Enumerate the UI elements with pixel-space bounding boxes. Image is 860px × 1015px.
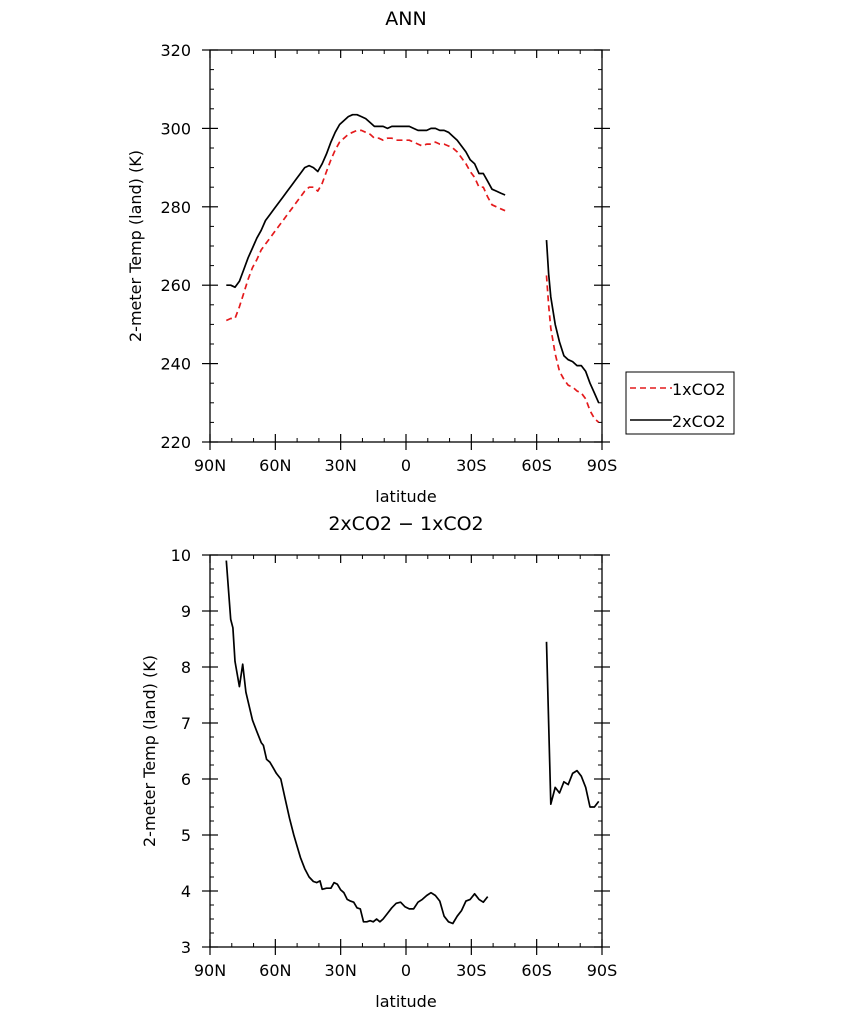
- y-tick-label: 3: [181, 938, 191, 957]
- panel-2-x-axis-label: latitude: [375, 992, 436, 1011]
- x-tick-label: 60S: [521, 961, 552, 980]
- legend: 1xCO2 2xCO2: [625, 371, 735, 435]
- legend-label-2xco2: 2xCO2: [672, 412, 726, 431]
- x-tick-label: 30N: [325, 456, 357, 475]
- x-tick-label: 30S: [456, 961, 487, 980]
- series-line-difference-segment-2: [545, 641, 600, 808]
- panel-1-y-tick-labels: 220 240 260 280 300 320: [160, 41, 191, 452]
- series-line-1xco2-segment-1: [225, 129, 506, 322]
- y-tick-label: 300: [160, 119, 191, 138]
- y-tick-label: 7: [181, 714, 191, 733]
- panel-2-x-tick-labels: 90N 60N 30N 0 30S 60S 90S: [194, 961, 617, 980]
- y-tick-label: 6: [181, 770, 191, 789]
- y-tick-label: 260: [160, 276, 191, 295]
- y-tick-label: 10: [171, 546, 191, 565]
- series-line-1xco2-segment-2: [545, 275, 600, 424]
- x-tick-label: 90S: [587, 961, 618, 980]
- y-tick-label: 4: [181, 882, 191, 901]
- x-tick-label: 90S: [587, 456, 618, 475]
- y-tick-label: 220: [160, 433, 191, 452]
- x-tick-label: 90N: [194, 456, 226, 475]
- x-tick-label: 0: [401, 456, 411, 475]
- panel-1-title: ANN: [385, 8, 426, 30]
- panel-ann: ANN 90N 60N 30N 0 30S 60S 90S 220 240 260 280 300 3…: [126, 8, 735, 506]
- panel-2-series: [225, 560, 600, 925]
- y-tick-label: 9: [181, 602, 191, 621]
- series-line-2xco2-segment-2: [545, 240, 600, 404]
- panel-2-frame: [209, 554, 603, 948]
- x-tick-label: 60N: [259, 456, 291, 475]
- series-line-difference-segment-1: [225, 560, 489, 925]
- panel-1-frame: [209, 49, 603, 443]
- panel-2-title: 2xCO2 − 1xCO2: [328, 513, 483, 535]
- legend-box: [625, 371, 735, 435]
- x-tick-label: 90N: [194, 961, 226, 980]
- panel-1-ticks: [202, 49, 610, 450]
- y-tick-label: 320: [160, 41, 191, 60]
- x-tick-label: 60N: [259, 961, 291, 980]
- panel-diff: 2xCO2 − 1xCO2 90N 60N 30N 0 30S 60S 90S 3 4 5 6 7 8…: [140, 513, 617, 1011]
- panel-1-series: [225, 113, 600, 424]
- panel-2-y-axis-label: 2-meter Temp (land) (K): [140, 655, 159, 847]
- panel-1-y-axis-label: 2-meter Temp (land) (K): [126, 150, 145, 342]
- y-tick-label: 5: [181, 826, 191, 845]
- legend-label-1xco2: 1xCO2: [672, 380, 726, 399]
- x-tick-label: 60S: [521, 456, 552, 475]
- panel-1-x-tick-labels: 90N 60N 30N 0 30S 60S 90S: [194, 456, 617, 475]
- y-tick-label: 280: [160, 198, 191, 217]
- series-line-2xco2-segment-1: [226, 113, 506, 289]
- y-tick-label: 8: [181, 658, 191, 677]
- y-tick-label: 240: [160, 355, 191, 374]
- x-tick-label: 30N: [325, 961, 357, 980]
- panel-2-y-tick-labels: 3 4 5 6 7 8 9 10: [171, 546, 191, 957]
- x-tick-label: 0: [401, 961, 411, 980]
- panel-1-x-axis-label: latitude: [375, 487, 436, 506]
- x-tick-label: 30S: [456, 456, 487, 475]
